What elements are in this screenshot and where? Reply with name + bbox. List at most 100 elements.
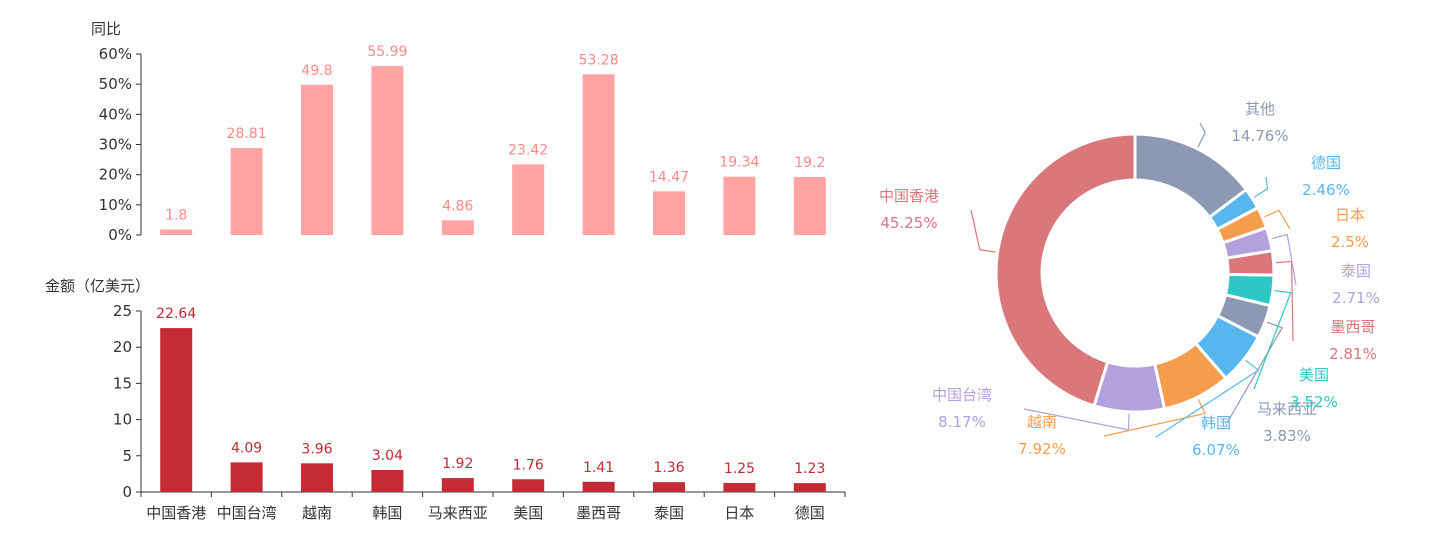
y-tick-label: 30% xyxy=(99,136,132,154)
yoy-value-labels: 1.8 28.81 49.8 55.99 4.86 23.42 53.28 14.47 19.3… xyxy=(165,44,825,223)
donut-slice xyxy=(1092,360,1167,414)
bar xyxy=(160,229,193,235)
donut-label-percent: 2.46% xyxy=(1302,181,1350,199)
bar xyxy=(371,469,404,492)
amount-axis-title: 金额（亿美元） xyxy=(45,277,150,295)
bar-value-label: 1.36 xyxy=(653,460,684,476)
donut-leader-line xyxy=(1271,233,1297,286)
donut-leader-line xyxy=(1197,122,1206,148)
donut-label-percent: 8.17% xyxy=(938,413,986,431)
donut-label-name: 泰国 xyxy=(1341,262,1371,280)
bar-value-label: 4.86 xyxy=(442,198,473,214)
donut-leader-lines xyxy=(970,122,1297,438)
donut-leader-line xyxy=(1253,176,1269,198)
y-tick-label: 60% xyxy=(99,45,132,63)
donut-leader-line xyxy=(1023,408,1130,431)
bar-value-label: 53.28 xyxy=(579,52,619,68)
y-tick-label: 0 xyxy=(122,483,132,501)
donut-label-percent: 3.52% xyxy=(1290,393,1338,411)
y-tick-label: 0% xyxy=(108,226,132,244)
bar xyxy=(441,220,474,235)
yoy-bar-chart: 同比 0% 10% 20% 30% 40% 50% 60% 1.8 28.81 49.8 55.9… xyxy=(91,20,826,244)
yoy-bars xyxy=(160,66,826,236)
donut-label-percent: 6.07% xyxy=(1192,441,1240,459)
x-category-label: 墨西哥 xyxy=(576,504,621,522)
bar xyxy=(723,176,756,235)
bar xyxy=(723,482,756,492)
y-tick-label: 20% xyxy=(99,166,132,184)
bar-value-label: 1.76 xyxy=(513,457,544,473)
x-category-label: 中国台湾 xyxy=(217,504,277,522)
amount-bar-chart: 金额（亿美元） 0 5 10 15 20 25 22.64 4.09 3.96 3.04 1.92… xyxy=(45,277,846,522)
bar xyxy=(653,482,685,492)
share-donut-chart: 中国香港 45.25% 中国台湾 8.17% 越南 7.92% 韩国 6.07% 马来西亚 3.8… xyxy=(879,100,1380,459)
bar xyxy=(230,148,263,235)
donut-label-name: 德国 xyxy=(1311,154,1341,172)
bar xyxy=(582,74,615,235)
bar xyxy=(160,328,193,492)
x-category-label: 德国 xyxy=(795,504,825,522)
donut-label-percent: 2.5% xyxy=(1331,233,1369,251)
donut-label-name: 美国 xyxy=(1299,366,1329,384)
bar-value-label: 1.8 xyxy=(165,208,187,224)
bar xyxy=(793,177,826,235)
x-category-label: 泰国 xyxy=(654,504,684,522)
bar-value-label: 19.34 xyxy=(719,155,759,171)
donut-label-name: 中国香港 xyxy=(879,187,939,205)
amount-value-labels: 22.64 4.09 3.96 3.04 1.92 1.76 1.41 1.36 1.25 1.2… xyxy=(156,306,825,477)
donut-leader-line xyxy=(970,209,996,253)
bar-value-label: 19.2 xyxy=(794,155,825,171)
y-tick-label: 15 xyxy=(113,374,132,392)
y-tick-label: 10% xyxy=(99,196,132,214)
donut-label-name: 韩国 xyxy=(1201,414,1231,432)
donut-leader-line xyxy=(1226,321,1283,424)
bar-value-label: 23.42 xyxy=(508,142,548,158)
bar-value-label: 1.23 xyxy=(794,461,825,477)
donut-slice xyxy=(994,132,1137,408)
donut-slice xyxy=(1133,132,1249,220)
y-tick-label: 25 xyxy=(113,302,132,320)
yoy-y-axis: 0% 10% 20% 30% 40% 50% 60% xyxy=(99,45,142,244)
bar-value-label: 28.81 xyxy=(227,126,267,142)
donut-label-percent: 14.76% xyxy=(1231,127,1288,145)
bar xyxy=(301,84,333,236)
donut-leader-line xyxy=(1264,209,1291,230)
bar xyxy=(301,463,333,492)
bar xyxy=(793,483,826,492)
donut-label-name: 墨西哥 xyxy=(1330,318,1375,336)
x-category-label: 美国 xyxy=(513,504,543,522)
bar-value-label: 1.92 xyxy=(442,456,473,472)
donut-leader-line xyxy=(1155,359,1260,438)
x-category-label: 日本 xyxy=(724,504,754,522)
donut-label-name: 日本 xyxy=(1335,206,1365,224)
y-tick-label: 10 xyxy=(113,411,132,429)
bar xyxy=(582,481,615,492)
donut-label-percent: 2.81% xyxy=(1329,345,1377,363)
donut-label-percent: 2.71% xyxy=(1332,289,1380,307)
bar-value-label: 3.96 xyxy=(301,441,332,457)
donut-slices xyxy=(994,132,1276,414)
bar-value-label: 4.09 xyxy=(231,440,262,456)
bar xyxy=(441,478,474,492)
y-tick-label: 50% xyxy=(99,75,132,93)
bar xyxy=(512,479,545,492)
donut-label-name: 越南 xyxy=(1027,413,1057,431)
donut-label-percent: 7.92% xyxy=(1018,440,1066,458)
bar-value-label: 14.47 xyxy=(649,169,689,185)
amount-bars xyxy=(160,328,826,492)
bar-value-label: 55.99 xyxy=(367,44,407,60)
donut-label-name: 中国台湾 xyxy=(932,386,992,404)
bar xyxy=(230,462,263,492)
bar xyxy=(371,66,404,235)
bar-value-label: 3.04 xyxy=(372,448,403,464)
x-category-label: 韩国 xyxy=(372,504,402,522)
x-category-label: 马来西亚 xyxy=(428,504,488,522)
y-tick-label: 20 xyxy=(113,338,132,356)
donut-leader-line xyxy=(1275,260,1294,342)
bar-value-label: 49.8 xyxy=(301,63,332,79)
y-tick-label: 5 xyxy=(122,447,132,465)
y-tick-label: 40% xyxy=(99,105,132,123)
bar xyxy=(512,164,545,235)
donut-labels: 中国香港 45.25% 中国台湾 8.17% 越南 7.92% 韩国 6.07% 马来西亚 3.8… xyxy=(879,100,1380,459)
